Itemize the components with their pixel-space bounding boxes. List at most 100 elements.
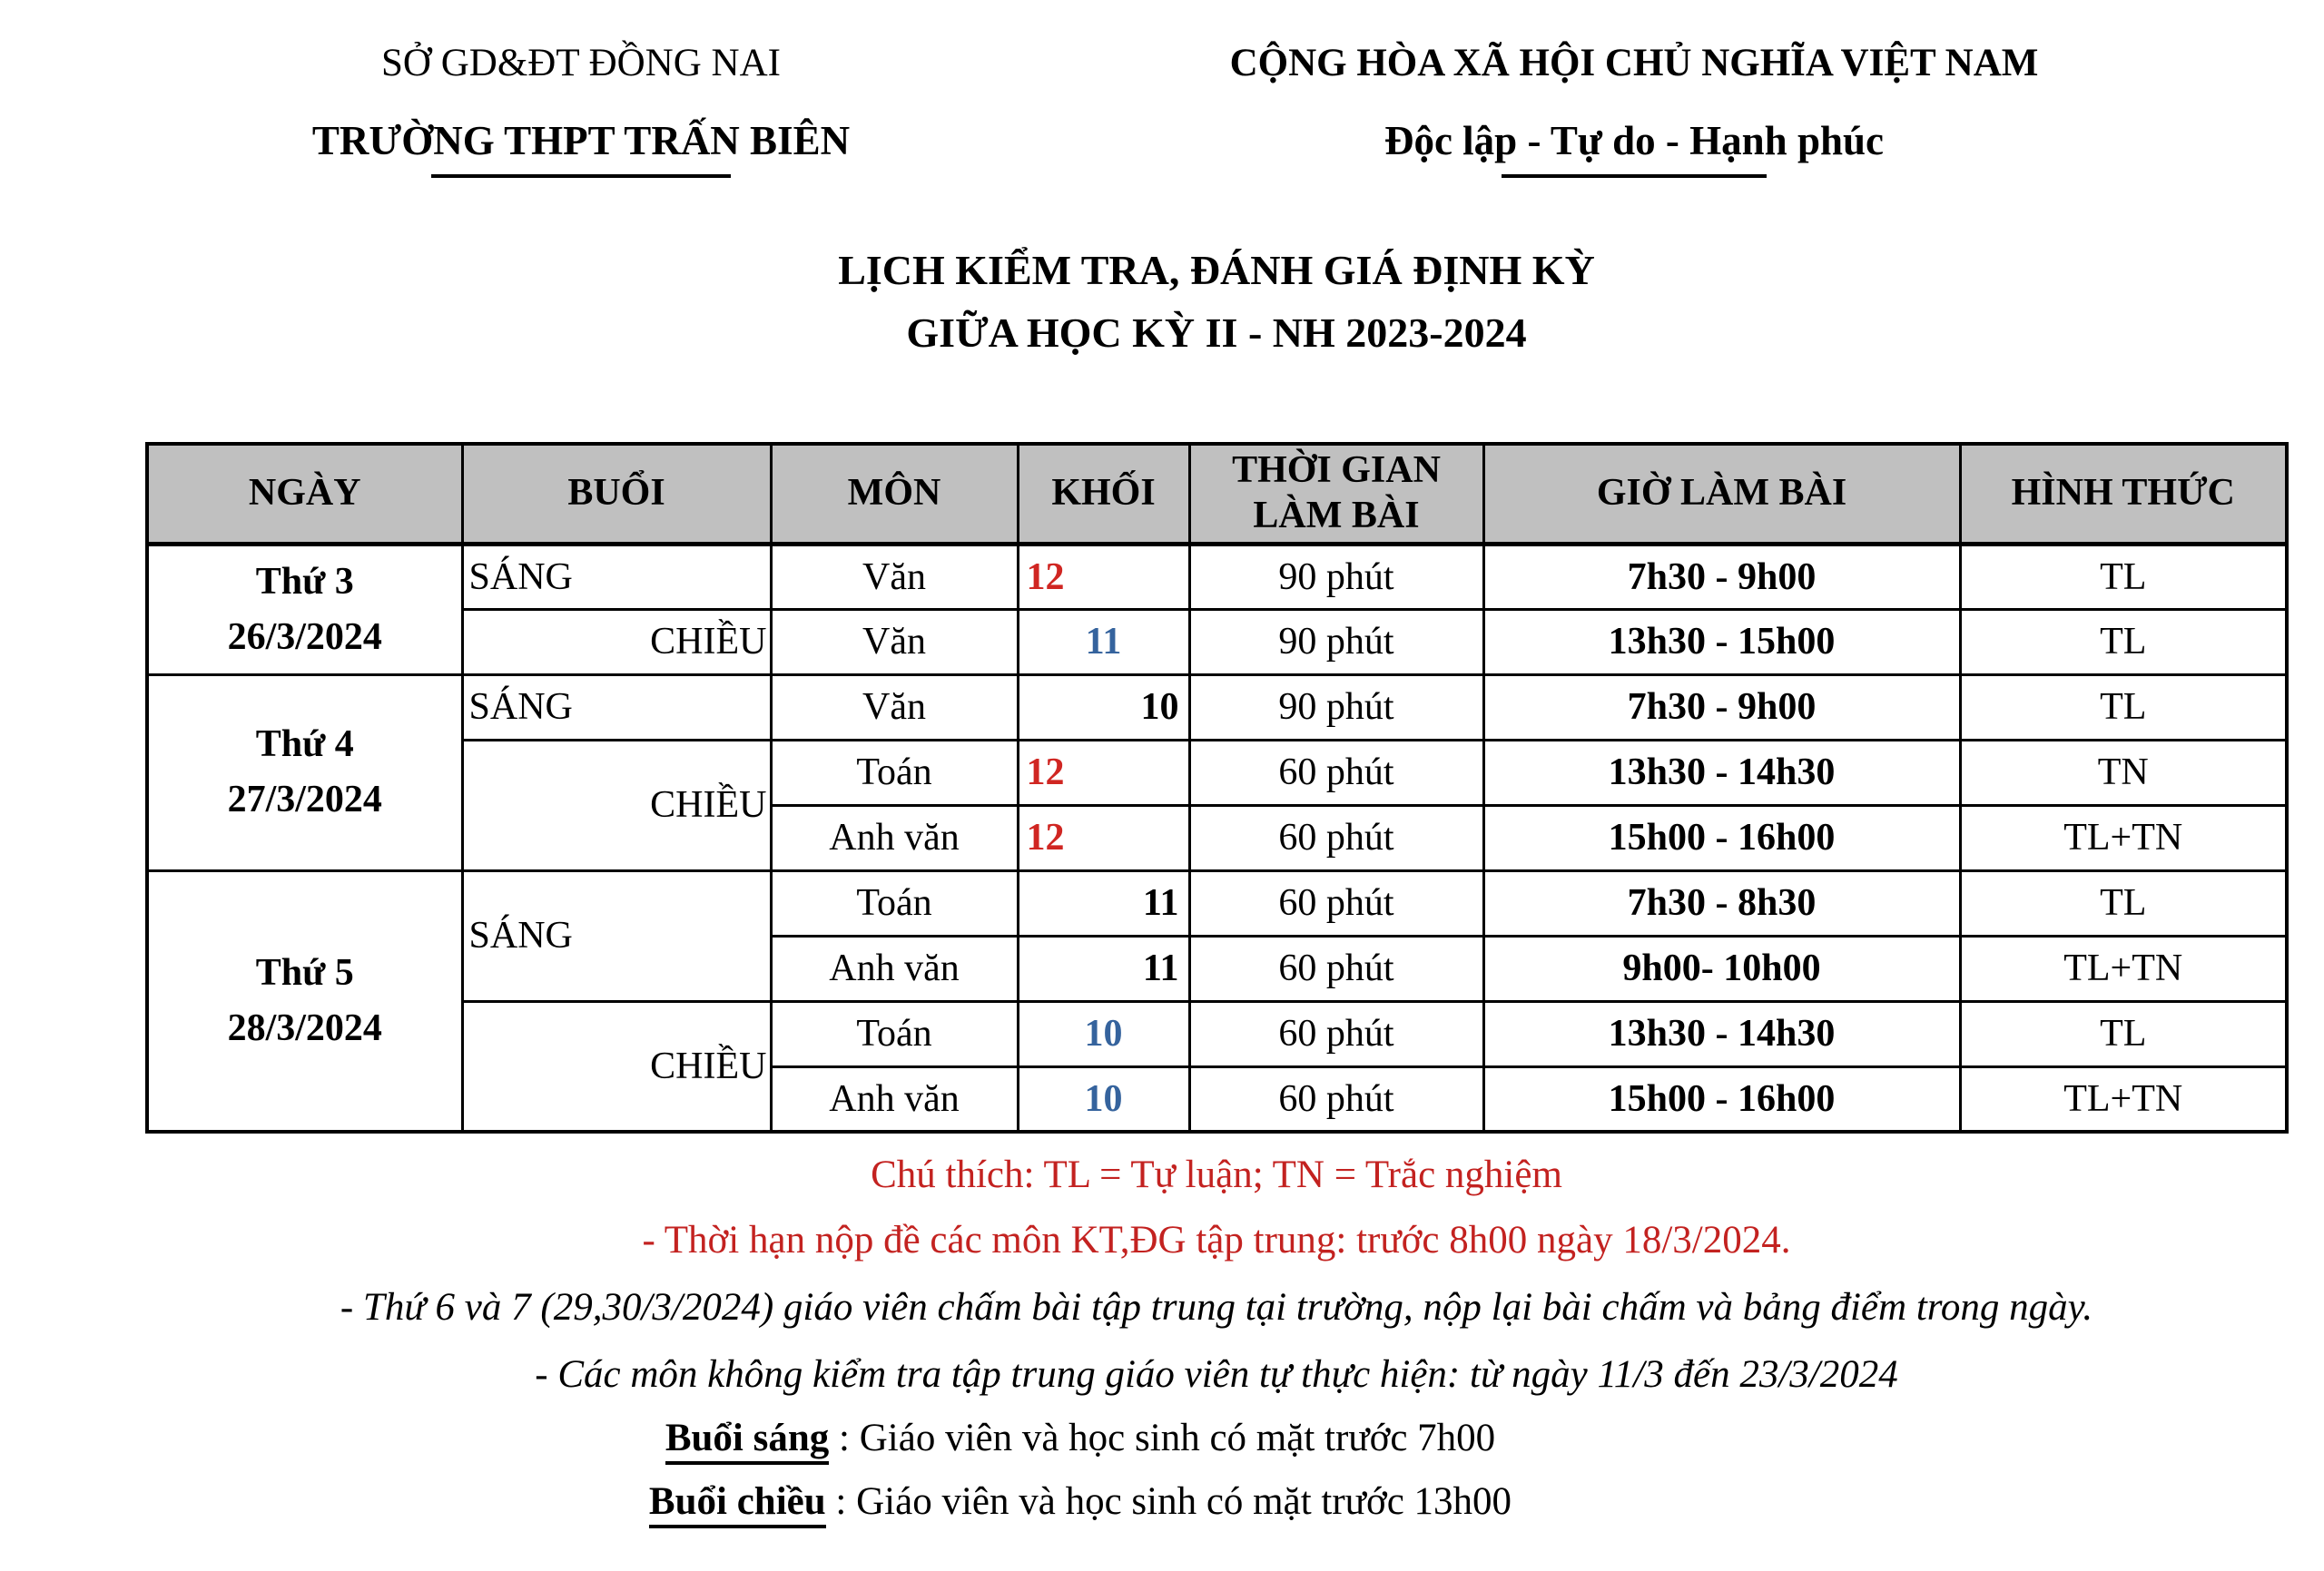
col-header-ngay: NGÀY <box>145 442 464 546</box>
time-cell: 13h30 - 15h00 <box>1482 607 1962 676</box>
day-cell: Thứ 4 27/3/2024 <box>145 673 464 872</box>
grade-cell: 10 <box>1016 673 1191 741</box>
afternoon-label: Buổi chiều <box>648 1480 826 1528</box>
grade-cell: 12 <box>1016 738 1191 807</box>
grade-cell: 12 <box>1016 542 1191 611</box>
day-cell: Thứ 3 26/3/2024 <box>145 542 464 676</box>
subject-cell: Toán <box>769 869 1019 938</box>
subject-cell: Toán <box>769 999 1019 1068</box>
note-morning: Buổi sáng : Giáo viên và học sinh có mặt… <box>9 1417 2152 1465</box>
table-row: Anh văn 10 60 phút 15h00 - 16h00 TL+TN <box>147 1065 2289 1134</box>
subject-cell: Toán <box>769 738 1019 807</box>
col-header-buoi: BUỔI <box>460 442 773 546</box>
day-date: 28/3/2024 <box>227 1006 382 1049</box>
table-header: NGÀY BUỔI MÔN KHỐI THỜI GIAN LÀM BÀI GIỜ… <box>145 442 2289 546</box>
format-cell: TL+TN <box>1958 803 2289 872</box>
format-cell: TL <box>1958 673 2289 741</box>
table-row: Anh văn 12 60 phút 15h00 - 16h00 TL+TN <box>147 803 2289 872</box>
duration-cell: 60 phút <box>1187 738 1485 807</box>
format-cell: TL <box>1958 607 2289 676</box>
col-header-hinh-thuc: HÌNH THỨC <box>1958 442 2289 546</box>
duration-cell: 60 phút <box>1187 934 1485 1003</box>
grade-cell: 10 <box>1016 1065 1191 1134</box>
subject-cell: Anh văn <box>769 803 1019 872</box>
col-header-gio-lam-bai: GIỜ LÀM BÀI <box>1482 442 1962 546</box>
table-body: Thứ 3 26/3/2024 SÁNG Văn 12 90 phút 7h30… <box>145 542 2289 1134</box>
day-date: 27/3/2024 <box>227 779 382 820</box>
col-header-thoi-gian: THỜI GIAN LÀM BÀI <box>1187 442 1485 546</box>
session-cell: SÁNG <box>460 542 773 611</box>
document-page: SỞ GD&ĐT ĐỒNG NAI TRƯỜNG THPT TRẤN BIÊN … <box>0 40 2324 1528</box>
time-cell: 7h30 - 9h00 <box>1482 673 1962 741</box>
duration-cell: 60 phút <box>1187 999 1485 1068</box>
duration-cell: 60 phút <box>1187 869 1485 938</box>
table-header-row: NGÀY BUỔI MÔN KHỐI THỜI GIAN LÀM BÀI GIỜ… <box>145 442 2289 546</box>
table-row: CHIỀU Toán 10 60 phút 13h30 - 14h30 TL <box>147 999 2289 1134</box>
format-cell: TL+TN <box>1958 934 2289 1003</box>
note-afternoon: Buổi chiều : Giáo viên và học sinh có mặ… <box>9 1480 2152 1528</box>
page-title-line1: LỊCH KIỂM TRA, ĐÁNH GIÁ ĐỊNH KỲ <box>838 247 1595 293</box>
time-cell: 13h30 - 14h30 <box>1482 738 1962 807</box>
format-cell: TN <box>1958 738 2289 807</box>
note-legend: Chú thích: TL = Tự luận; TN = Trắc nghiệ… <box>871 1154 1562 1196</box>
subject-cell: Văn <box>769 673 1019 741</box>
format-cell: TL <box>1958 542 2289 611</box>
subject-cell: Anh văn <box>769 1065 1019 1134</box>
note-grading: - Thứ 6 và 7 (29,30/3/2024) giáo viên ch… <box>340 1286 2093 1329</box>
subject-cell: Văn <box>769 542 1019 611</box>
subject-cell: Văn <box>769 607 1019 676</box>
day-name: Thứ 4 <box>255 723 354 766</box>
day-date: 26/3/2024 <box>227 615 382 658</box>
notes-section: Chú thích: TL = Tự luận; TN = Trắc nghiệ… <box>145 1154 2288 1528</box>
table-row: CHIỀU Toán 12 60 phút 13h30 - 14h30 TN <box>147 738 2289 872</box>
national-header-block: CỘNG HÒA XÃ HỘI CHỦ NGHĨA VIỆT NAM Độc l… <box>1026 40 2242 182</box>
note-self-admin: - Các môn không kiểm tra tập trung giáo … <box>535 1353 1898 1396</box>
table-row: Thứ 3 26/3/2024 SÁNG Văn 12 90 phút 7h30… <box>145 542 2289 676</box>
time-cell: 15h00 - 16h00 <box>1482 803 1962 872</box>
session-cell: SÁNG <box>460 869 773 1003</box>
page-title-line2: GIỮA HỌC KỲ II - NH 2023-2024 <box>906 309 1527 356</box>
page-title: LỊCH KIỂM TRA, ĐÁNH GIÁ ĐỊNH KỲ GIỮA HỌC… <box>145 239 2288 364</box>
col-header-mon: MÔN <box>769 442 1019 546</box>
day-name: Thứ 3 <box>255 560 354 603</box>
national-motto-line2: Độc lập - Tự do - Hạnh phúc <box>1384 118 1885 163</box>
duration-cell: 90 phút <box>1187 542 1485 611</box>
morning-text: : Giáo viên và học sinh có mặt trước 7h0… <box>829 1417 1496 1459</box>
note-deadline: - Thời hạn nộp đề các môn KT,ĐG tập trun… <box>642 1219 1791 1262</box>
exam-schedule-table: NGÀY BUỔI MÔN KHỐI THỜI GIAN LÀM BÀI GIỜ… <box>145 442 2289 1134</box>
table-row: Anh văn 11 60 phút 9h00- 10h00 TL+TN <box>147 934 2289 1003</box>
duration-cell: 90 phút <box>1187 607 1485 676</box>
time-cell: 15h00 - 16h00 <box>1482 1065 1962 1134</box>
time-cell: 7h30 - 8h30 <box>1482 869 1962 938</box>
table-row: CHIỀU Văn 11 90 phút 13h30 - 15h00 TL <box>147 607 2289 676</box>
duration-cell: 90 phút <box>1187 673 1485 741</box>
time-cell: 13h30 - 14h30 <box>1482 999 1962 1068</box>
department-name: SỞ GD&ĐT ĐỒNG NAI <box>381 42 781 84</box>
day-cell: Thứ 5 28/3/2024 <box>145 869 464 1134</box>
document-header: SỞ GD&ĐT ĐỒNG NAI TRƯỜNG THPT TRẤN BIÊN … <box>0 40 2324 182</box>
col-header-khoi: KHỐI <box>1016 442 1191 546</box>
afternoon-text: : Giáo viên và học sinh có mặt trước 13h… <box>825 1480 1512 1523</box>
session-cell: CHIỀU <box>460 999 773 1134</box>
grade-cell: 11 <box>1016 934 1191 1003</box>
table-row: Thứ 4 27/3/2024 SÁNG Văn 10 90 phút 7h30… <box>145 673 2289 872</box>
morning-label: Buổi sáng <box>665 1417 830 1465</box>
table-row: Thứ 5 28/3/2024 SÁNG Toán 11 60 phút 7h3… <box>145 869 2289 1134</box>
duration-cell: 60 phút <box>1187 803 1485 872</box>
session-cell: SÁNG <box>460 673 773 741</box>
day-name: Thứ 5 <box>255 951 354 994</box>
school-name: TRƯỜNG THPT TRẤN BIÊN <box>311 118 851 163</box>
grade-cell: 11 <box>1016 607 1191 676</box>
grade-cell: 11 <box>1016 869 1191 938</box>
time-cell: 9h00- 10h00 <box>1482 934 1962 1003</box>
grade-cell: 10 <box>1016 999 1191 1068</box>
national-header-rule <box>1502 165 1767 178</box>
grade-cell: 12 <box>1016 803 1191 872</box>
format-cell: TL <box>1958 999 2289 1068</box>
time-cell: 7h30 - 9h00 <box>1482 542 1962 611</box>
duration-cell: 60 phút <box>1187 1065 1485 1134</box>
session-cell: CHIỀU <box>460 738 773 872</box>
format-cell: TL+TN <box>1958 1065 2289 1134</box>
national-motto-line1: CỘNG HÒA XÃ HỘI CHỦ NGHĨA VIỆT NAM <box>1229 42 2039 84</box>
session-cell: CHIỀU <box>460 607 773 676</box>
